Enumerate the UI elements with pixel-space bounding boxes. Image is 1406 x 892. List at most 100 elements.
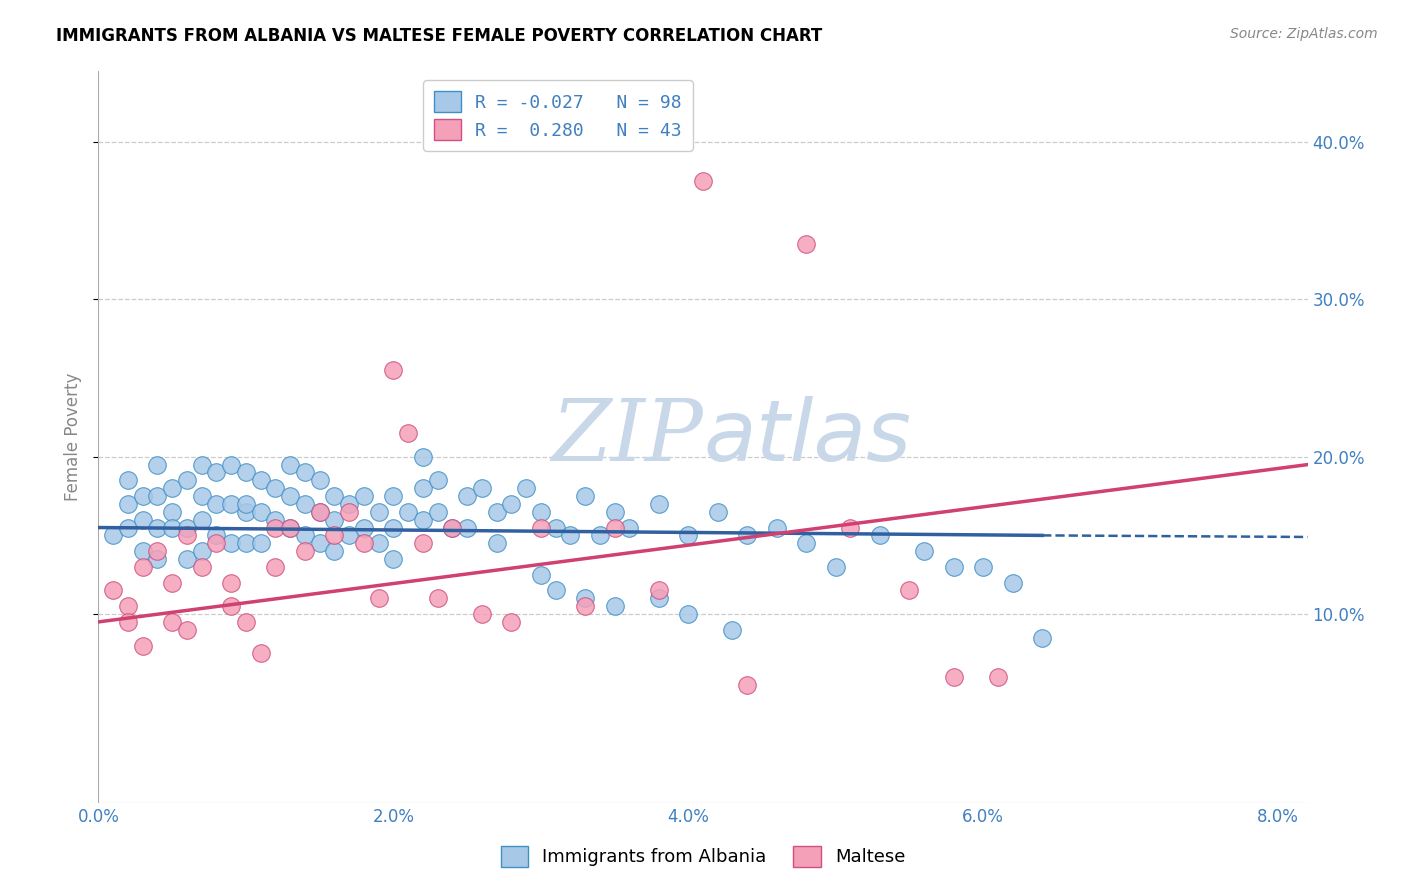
Point [515,481,537,495]
Point [396,426,419,441]
Point [471,607,494,621]
Point [501,497,523,511]
Point [190,489,212,503]
Point [574,489,596,503]
Point [131,489,153,503]
Point [323,489,346,503]
Point [117,520,139,534]
Point [101,583,124,598]
Point [294,466,316,480]
Point [396,505,419,519]
Point [912,544,935,558]
Point [278,520,301,534]
Text: ZIP: ZIP [551,396,703,478]
Point [839,520,862,534]
Point [308,505,330,519]
Text: atlas: atlas [703,395,911,479]
Point [337,528,360,542]
Point [160,505,183,519]
Point [530,520,553,534]
Point [235,615,257,629]
Point [501,615,523,629]
Point [146,552,169,566]
Point [294,497,316,511]
Point [353,536,375,550]
Point [544,583,567,598]
Point [706,505,728,519]
Point [235,505,257,519]
Point [219,575,242,590]
Point [485,505,508,519]
Point [678,528,700,542]
Y-axis label: Female Poverty: Female Poverty [65,373,83,501]
Point [794,237,817,252]
Point [160,615,183,629]
Point [794,536,817,550]
Point [382,520,405,534]
Text: IMMIGRANTS FROM ALBANIA VS MALTESE FEMALE POVERTY CORRELATION CHART: IMMIGRANTS FROM ALBANIA VS MALTESE FEMAL… [56,27,823,45]
Point [426,591,449,606]
Point [619,520,641,534]
Point [603,520,626,534]
Point [471,481,494,495]
Point [544,520,567,534]
Point [219,599,242,614]
Text: Source: ZipAtlas.com: Source: ZipAtlas.com [1230,27,1378,41]
Point [648,497,671,511]
Point [131,513,153,527]
Point [264,520,287,534]
Point [869,528,891,542]
Point [382,363,405,377]
Point [1001,575,1024,590]
Point [560,528,582,542]
Point [131,544,153,558]
Point [735,528,758,542]
Point [530,567,553,582]
Point [117,497,139,511]
Point [367,591,389,606]
Point [176,552,198,566]
Point [117,473,139,487]
Point [146,458,169,472]
Point [249,505,271,519]
Point [278,520,301,534]
Point [337,505,360,519]
Point [278,458,301,472]
Point [987,670,1010,684]
Point [323,544,346,558]
Point [219,458,242,472]
Point [176,528,198,542]
Point [294,528,316,542]
Point [249,646,271,660]
Point [131,639,153,653]
Point [146,489,169,503]
Point [678,607,700,621]
Point [190,458,212,472]
Point [382,552,405,566]
Point [294,544,316,558]
Point [117,599,139,614]
Point [353,520,375,534]
Point [205,497,228,511]
Point [456,520,478,534]
Point [441,520,464,534]
Point [735,678,758,692]
Point [205,466,228,480]
Point [412,450,434,464]
Point [205,536,228,550]
Point [441,520,464,534]
Point [898,583,921,598]
Point [264,559,287,574]
Point [603,505,626,519]
Point [190,559,212,574]
Point [176,473,198,487]
Point [426,473,449,487]
Point [323,528,346,542]
Point [942,559,965,574]
Point [412,536,434,550]
Point [308,505,330,519]
Point [824,559,846,574]
Point [249,473,271,487]
Point [426,505,449,519]
Point [308,473,330,487]
